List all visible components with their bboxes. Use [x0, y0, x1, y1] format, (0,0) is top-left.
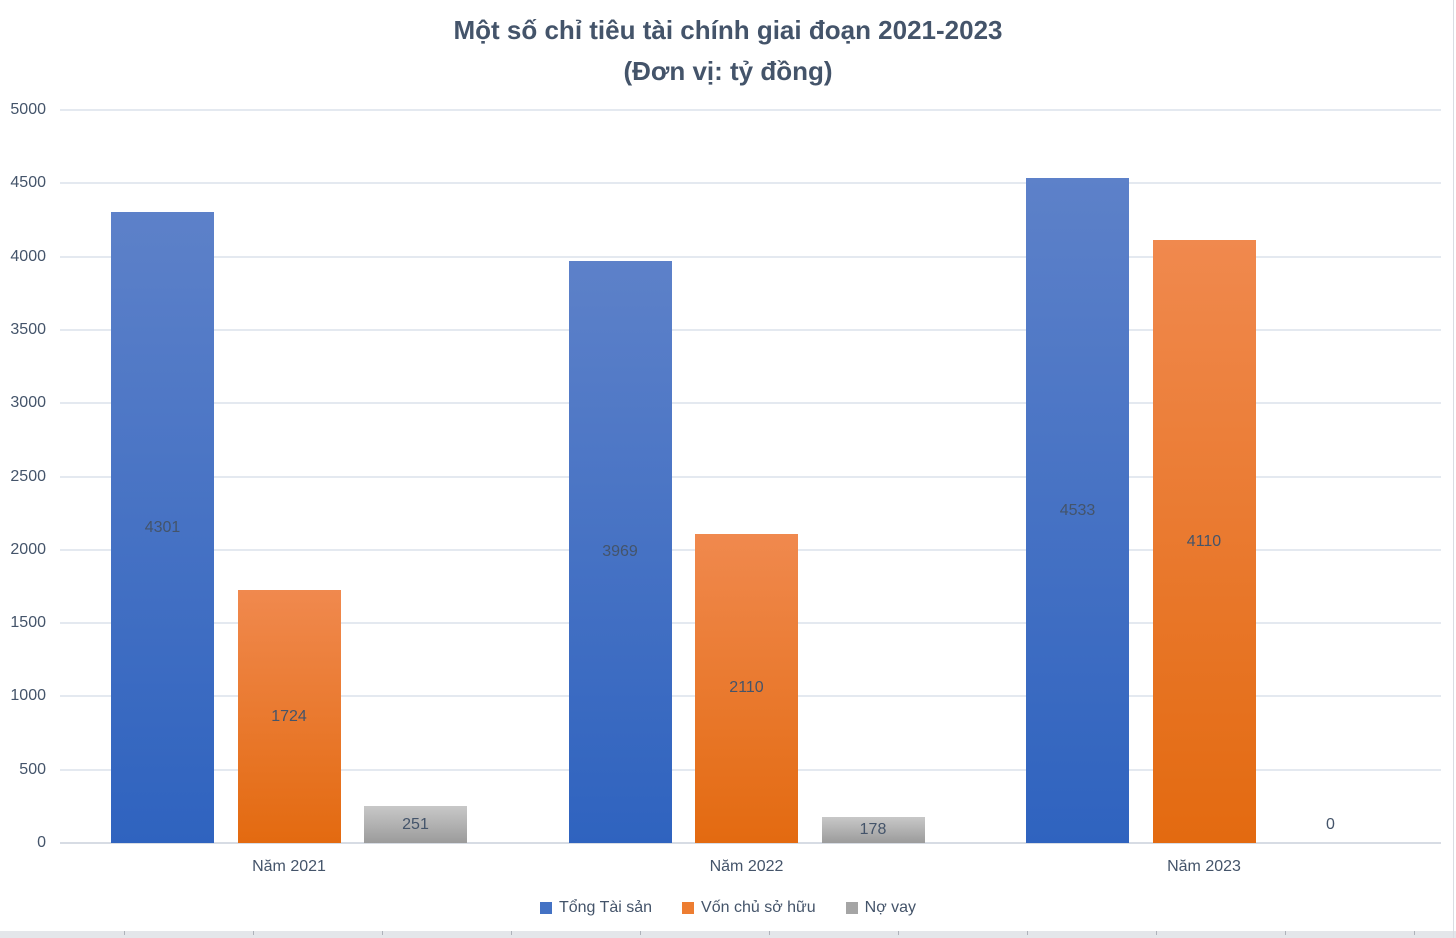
gridline	[60, 255, 1441, 258]
bar-nợ-vay-năm-2021	[364, 806, 467, 843]
legend-swatch-icon	[539, 902, 552, 914]
spreadsheet-gridline	[1453, 0, 1454, 938]
y-tick-label: 2000	[10, 540, 46, 558]
legend: Tổng Tài sản Vốn chủ sở hữu Nợ vay	[0, 896, 1456, 920]
bar-value-label: 4301	[144, 518, 181, 536]
gridline	[60, 475, 1441, 478]
bar-vốn-chủ-sở-hữu-năm-2021	[237, 590, 341, 843]
legend-label: Nợ vay	[864, 899, 917, 916]
legend-label: Vốn chủ sở hữu	[701, 899, 816, 916]
x-category-label: Năm 2021	[252, 858, 326, 875]
bar-value-label: 1724	[271, 707, 307, 725]
y-tick-label: 4000	[10, 247, 46, 265]
gridline	[60, 402, 1441, 405]
y-tick-label: 5000	[10, 101, 46, 118]
y-tick-label: 500	[19, 760, 46, 778]
y-tick-label: 3500	[10, 320, 46, 338]
spreadsheet-column-tick	[1414, 931, 1415, 935]
bar-value-label: 4533	[1059, 501, 1096, 519]
spreadsheet-column-tick	[1027, 931, 1028, 935]
y-tick-label: 1000	[10, 687, 46, 705]
bar-value-label: 251	[402, 815, 429, 833]
bar-tổng-tài-sản-năm-2022	[568, 261, 672, 843]
bar-tổng-tài-sản-năm-2021	[111, 212, 214, 843]
x-category-label: Năm 2023	[1167, 858, 1241, 875]
bar-value-label: 178	[859, 820, 887, 838]
spreadsheet-column-tick	[253, 931, 254, 935]
chart-subtitle: (Đơn vị: tỷ đồng)	[623, 56, 833, 86]
bar-nợ-vay-năm-2022	[821, 816, 925, 843]
gridline	[60, 182, 1441, 185]
spreadsheet-column-tick	[382, 931, 383, 935]
bar-value-label: 0	[1326, 816, 1335, 833]
spreadsheet-column-tick	[769, 931, 770, 935]
x-axis-line	[60, 842, 1441, 844]
bar-value-label: 3969	[602, 543, 638, 561]
legend-swatch-icon	[845, 902, 858, 914]
y-tick-label: 2500	[10, 467, 46, 485]
x-category-label: Năm 2022	[709, 858, 784, 875]
spreadsheet-column-tick	[1285, 931, 1286, 935]
chart-title-block: Một số chỉ tiêu tài chính giai đoạn 2021…	[0, 10, 1456, 92]
spreadsheet-column-tick	[511, 931, 512, 935]
bar-tổng-tài-sản-năm-2023	[1026, 178, 1129, 843]
gridline	[60, 109, 1441, 111]
gridline	[60, 328, 1441, 331]
y-tick-label: 4500	[10, 174, 46, 192]
legend-item: Vốn chủ sở hữu	[682, 899, 816, 917]
spreadsheet-column-tick	[898, 931, 899, 935]
legend-item: Tổng Tài sản	[539, 899, 653, 917]
y-tick-label: 1500	[10, 614, 46, 632]
spreadsheet-column-tick	[124, 931, 125, 935]
plot-area: 0 500 1000 1500 2000 2500 3000 3500 4000 4500 5000…	[10, 101, 1441, 875]
bar-value-label: 2110	[729, 679, 764, 697]
chart-title: Một số chỉ tiêu tài chính giai đoạn 2021…	[453, 15, 1003, 45]
legend-swatch-icon	[682, 902, 695, 914]
bar-value-label: 4110	[1186, 532, 1222, 550]
bar-vốn-chủ-sở-hữu-năm-2023	[1152, 240, 1256, 843]
legend-item: Nợ vay	[845, 899, 917, 917]
spreadsheet-column-tick	[1156, 931, 1157, 935]
spreadsheet-edge-strip	[0, 931, 1456, 938]
y-tick-label: 0	[37, 834, 46, 851]
y-tick-label: 3000	[10, 394, 46, 412]
bar-vốn-chủ-sở-hữu-năm-2022	[695, 533, 798, 843]
spreadsheet-column-tick	[640, 931, 641, 935]
legend-label: Tổng Tài sản	[558, 899, 653, 916]
